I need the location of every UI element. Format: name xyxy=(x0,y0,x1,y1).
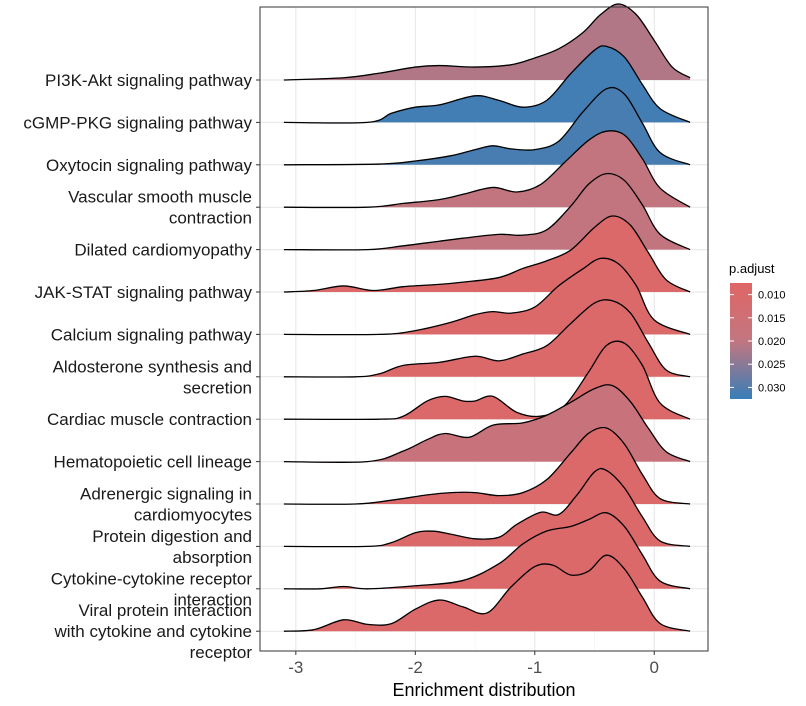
ridge-line xyxy=(283,467,691,548)
ridge-line xyxy=(283,512,691,590)
y-tick-labels: PI3K-Akt signaling pathway cGMP-PKG signa… xyxy=(23,71,260,662)
ridge-line xyxy=(283,426,691,505)
ridge-line xyxy=(283,86,691,166)
y-tick-label: contraction xyxy=(169,209,252,228)
y-tick-label: secretion xyxy=(183,378,252,397)
ridge-series xyxy=(283,299,691,378)
y-tick-label: receptor xyxy=(190,643,253,662)
ridge-series xyxy=(283,512,691,590)
x-tick-label: 0 xyxy=(650,658,659,677)
ridge-area xyxy=(283,299,691,378)
y-tick-label: Hematopoietic cell lineage xyxy=(54,453,252,472)
ridge-area xyxy=(283,512,691,589)
ridge-area xyxy=(283,555,691,632)
ridge-series xyxy=(283,554,691,632)
y-tick-label: with cytokine and cytokine xyxy=(54,622,253,641)
y-tick-label: PI3K-Akt signaling pathway xyxy=(45,71,252,90)
y-tick-label: Aldosterone synthesis and xyxy=(53,357,252,376)
legend-tick-label: 0.025 xyxy=(758,359,786,371)
ridge-area xyxy=(283,173,691,250)
y-tick-label: JAK-STAT signaling pathway xyxy=(35,283,253,302)
x-axis-title: Enrichment distribution xyxy=(392,680,575,700)
ridge-line xyxy=(283,257,691,336)
x-axis: Enrichment distribution -3 -2 -1 0 xyxy=(288,651,659,700)
x-tick-label: -3 xyxy=(288,658,303,677)
legend-tick-label: 0.030 xyxy=(758,382,786,394)
legend-tick-label: 0.010 xyxy=(758,290,786,302)
panel-border xyxy=(259,6,709,652)
y-tick-label: Calcium signaling pathway xyxy=(51,325,253,344)
y-tick-label: Oxytocin signaling pathway xyxy=(46,156,253,175)
legend-title: p.adjust xyxy=(729,261,775,276)
y-tick-label: cGMP-PKG signaling pathway xyxy=(23,113,252,132)
ridge-line xyxy=(283,130,691,209)
legend-tick-label: 0.015 xyxy=(758,313,786,325)
ridge-line xyxy=(283,554,691,632)
panel-frame xyxy=(259,6,709,652)
y-tick-label: absorption xyxy=(173,548,252,567)
ridge-area xyxy=(283,45,691,124)
y-tick-label: interaction xyxy=(174,590,252,609)
color-legend: p.adjust 0.010 0.015 0.020 0.025 0.030 xyxy=(729,261,786,399)
ridge-line xyxy=(283,299,691,378)
ridge-line xyxy=(283,45,691,124)
ridge-series xyxy=(283,45,691,124)
y-tick-label: Vascular smooth muscle xyxy=(68,188,252,207)
ridge-series-layer xyxy=(283,3,691,632)
ridge-line xyxy=(283,215,691,293)
ridge-line xyxy=(283,340,691,421)
ridge-line xyxy=(283,172,691,251)
y-tick-label: Viral protein interaction xyxy=(78,601,252,620)
ridge-series xyxy=(283,172,691,251)
legend-colorbar xyxy=(730,283,752,399)
ridge-line xyxy=(283,3,691,81)
y-tick-label: Dilated cardiomyopathy xyxy=(74,241,252,260)
ridge-line xyxy=(283,384,691,464)
y-tick-label: Cardiac muscle contraction xyxy=(47,410,252,429)
x-tick-label: -1 xyxy=(527,658,542,677)
legend-tick-label: 0.020 xyxy=(758,336,786,348)
y-tick-label: cardiomyocytes xyxy=(134,506,252,525)
y-tick-label: Protein digestion and xyxy=(92,527,252,546)
y-tick-label: Adrenergic signaling in xyxy=(80,485,252,504)
x-tick-label: -2 xyxy=(408,658,423,677)
y-tick-label: Cytokine-cytokine receptor xyxy=(51,569,253,588)
